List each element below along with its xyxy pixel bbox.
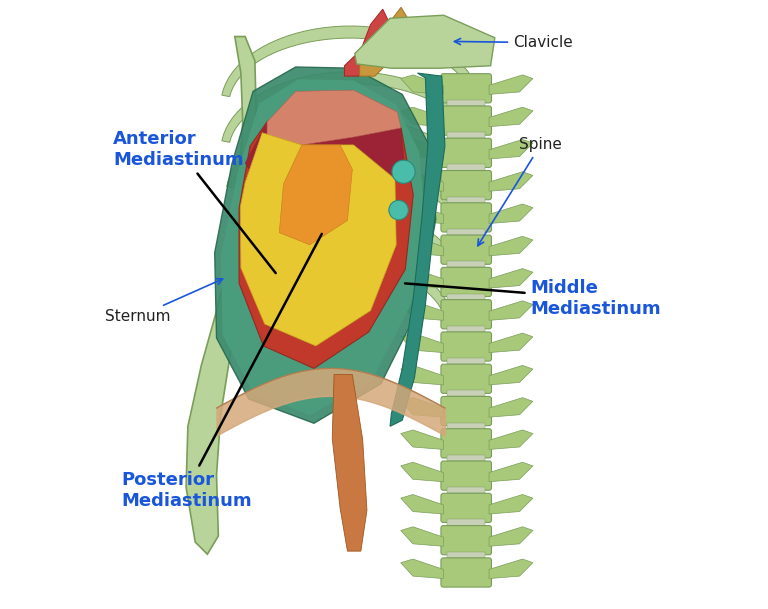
FancyBboxPatch shape bbox=[441, 332, 492, 361]
Polygon shape bbox=[401, 301, 443, 320]
Bar bbox=[447, 423, 485, 429]
Text: Clavicle: Clavicle bbox=[455, 35, 573, 50]
Bar bbox=[447, 294, 485, 300]
Polygon shape bbox=[489, 527, 533, 546]
Polygon shape bbox=[401, 236, 443, 256]
FancyBboxPatch shape bbox=[441, 138, 492, 167]
Polygon shape bbox=[489, 269, 533, 288]
Polygon shape bbox=[401, 204, 443, 224]
Bar bbox=[447, 197, 485, 203]
Bar bbox=[447, 132, 485, 138]
Polygon shape bbox=[489, 333, 533, 353]
FancyBboxPatch shape bbox=[441, 526, 492, 555]
Polygon shape bbox=[359, 7, 409, 76]
Polygon shape bbox=[220, 79, 425, 415]
Bar bbox=[447, 519, 485, 526]
Polygon shape bbox=[344, 9, 390, 76]
Polygon shape bbox=[401, 430, 443, 449]
Polygon shape bbox=[489, 495, 533, 514]
FancyBboxPatch shape bbox=[441, 267, 492, 297]
FancyBboxPatch shape bbox=[441, 493, 492, 523]
Polygon shape bbox=[239, 209, 455, 280]
Bar bbox=[447, 229, 485, 235]
Polygon shape bbox=[401, 172, 443, 191]
Polygon shape bbox=[401, 75, 443, 94]
FancyBboxPatch shape bbox=[441, 558, 492, 587]
Bar bbox=[447, 390, 485, 396]
Circle shape bbox=[392, 160, 415, 183]
Polygon shape bbox=[280, 145, 353, 245]
Text: Posterior
Mediastinum: Posterior Mediastinum bbox=[121, 234, 322, 510]
FancyBboxPatch shape bbox=[441, 171, 492, 200]
Polygon shape bbox=[401, 333, 443, 353]
Bar bbox=[447, 100, 485, 106]
Polygon shape bbox=[401, 527, 443, 546]
Bar bbox=[447, 164, 485, 171]
FancyBboxPatch shape bbox=[441, 300, 492, 329]
Polygon shape bbox=[390, 73, 445, 426]
Polygon shape bbox=[401, 107, 443, 127]
Polygon shape bbox=[489, 236, 533, 256]
Polygon shape bbox=[489, 75, 533, 94]
Circle shape bbox=[389, 200, 409, 220]
Polygon shape bbox=[489, 365, 533, 385]
Text: Anterior
Mediastinum: Anterior Mediastinum bbox=[113, 130, 276, 273]
Polygon shape bbox=[233, 163, 461, 234]
Polygon shape bbox=[222, 72, 471, 143]
Polygon shape bbox=[489, 398, 533, 417]
Polygon shape bbox=[333, 375, 367, 551]
Bar bbox=[447, 358, 485, 364]
Polygon shape bbox=[489, 301, 533, 320]
Polygon shape bbox=[489, 107, 533, 127]
Text: Spine: Spine bbox=[478, 138, 562, 246]
Polygon shape bbox=[240, 133, 396, 346]
Polygon shape bbox=[222, 26, 471, 97]
Polygon shape bbox=[267, 90, 401, 145]
FancyBboxPatch shape bbox=[441, 396, 492, 426]
Polygon shape bbox=[489, 430, 533, 449]
Bar bbox=[447, 261, 485, 267]
Text: Middle
Mediastinum: Middle Mediastinum bbox=[405, 279, 660, 318]
Polygon shape bbox=[245, 97, 406, 196]
FancyBboxPatch shape bbox=[441, 461, 492, 490]
Polygon shape bbox=[401, 462, 443, 482]
Polygon shape bbox=[401, 559, 443, 579]
FancyBboxPatch shape bbox=[441, 74, 492, 103]
Polygon shape bbox=[186, 37, 256, 554]
Polygon shape bbox=[401, 139, 443, 159]
Polygon shape bbox=[215, 67, 435, 423]
Bar bbox=[447, 552, 485, 558]
Polygon shape bbox=[401, 269, 443, 288]
FancyBboxPatch shape bbox=[441, 364, 492, 393]
FancyBboxPatch shape bbox=[441, 106, 492, 135]
Polygon shape bbox=[246, 255, 449, 325]
Polygon shape bbox=[401, 398, 443, 417]
Bar bbox=[447, 326, 485, 332]
Polygon shape bbox=[489, 462, 533, 482]
Polygon shape bbox=[401, 495, 443, 514]
FancyBboxPatch shape bbox=[441, 429, 492, 458]
Polygon shape bbox=[401, 365, 443, 385]
Polygon shape bbox=[489, 204, 533, 224]
Polygon shape bbox=[489, 139, 533, 159]
FancyBboxPatch shape bbox=[441, 235, 492, 264]
FancyBboxPatch shape bbox=[441, 203, 492, 232]
Polygon shape bbox=[489, 172, 533, 191]
Polygon shape bbox=[239, 97, 413, 368]
Polygon shape bbox=[489, 559, 533, 579]
Polygon shape bbox=[355, 15, 495, 68]
Bar bbox=[447, 455, 485, 461]
Polygon shape bbox=[227, 118, 467, 188]
Bar bbox=[447, 487, 485, 493]
Text: Sternum: Sternum bbox=[105, 279, 223, 324]
